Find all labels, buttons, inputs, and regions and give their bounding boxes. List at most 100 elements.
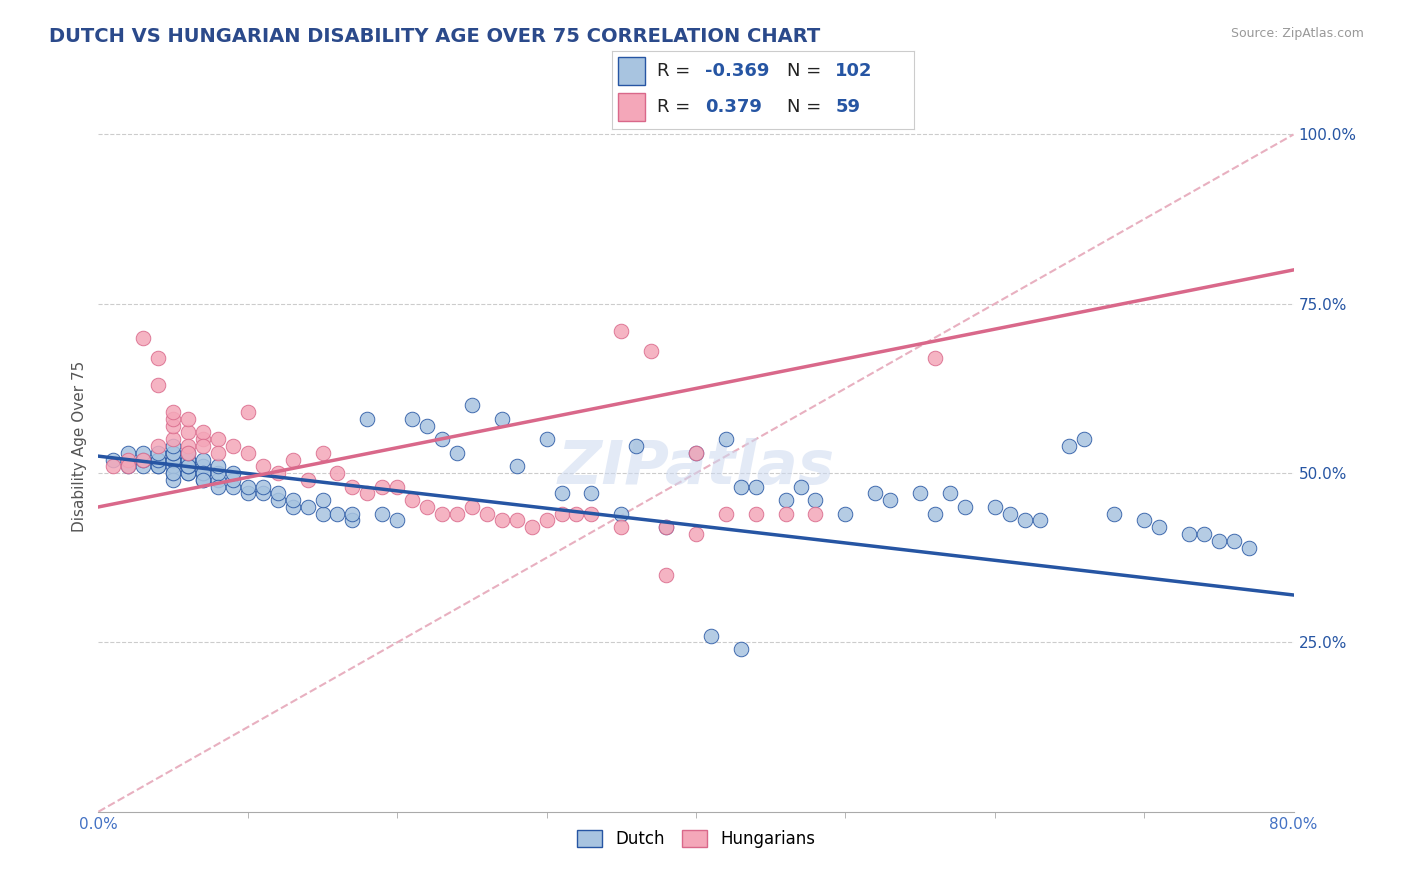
Point	[148, 351, 170, 365]
Point	[103, 459, 125, 474]
Point	[879, 493, 901, 508]
Point	[953, 500, 976, 514]
Point	[550, 486, 572, 500]
Point	[162, 452, 184, 467]
Point	[162, 446, 184, 460]
Point	[385, 514, 409, 528]
Point	[162, 459, 184, 474]
Point	[714, 507, 737, 521]
Point	[342, 514, 364, 528]
Point	[1192, 527, 1215, 541]
Point	[342, 507, 364, 521]
Text: 0.379: 0.379	[706, 98, 762, 116]
Point	[132, 331, 155, 345]
Point	[356, 486, 378, 500]
Point	[685, 527, 707, 541]
Point	[177, 425, 200, 440]
Point	[222, 480, 245, 494]
Point	[520, 520, 543, 534]
Point	[222, 466, 245, 480]
Point	[461, 500, 484, 514]
Point	[132, 452, 155, 467]
Point	[745, 480, 768, 494]
Point	[162, 432, 184, 446]
Point	[117, 446, 139, 460]
Point	[177, 446, 200, 460]
Point	[311, 493, 333, 508]
Text: ZIPatlas: ZIPatlas	[557, 439, 835, 498]
Point	[236, 405, 259, 419]
Point	[789, 480, 811, 494]
Text: Source: ZipAtlas.com: Source: ZipAtlas.com	[1230, 27, 1364, 40]
Point	[148, 446, 170, 460]
Point	[430, 432, 453, 446]
Point	[430, 507, 453, 521]
Point	[834, 507, 856, 521]
Text: N =: N =	[787, 62, 827, 80]
Point	[565, 507, 588, 521]
Point	[700, 629, 723, 643]
Text: -0.369: -0.369	[706, 62, 769, 80]
Point	[148, 452, 170, 467]
Point	[326, 507, 349, 521]
Point	[908, 486, 931, 500]
Point	[804, 493, 827, 508]
Point	[581, 486, 603, 500]
Point	[714, 432, 737, 446]
Point	[1147, 520, 1170, 534]
Text: 102: 102	[835, 62, 873, 80]
Point	[252, 480, 274, 494]
Point	[610, 520, 633, 534]
Point	[191, 439, 214, 453]
Point	[117, 459, 139, 474]
Point	[148, 439, 170, 453]
Text: 59: 59	[835, 98, 860, 116]
Point	[1073, 432, 1095, 446]
Point	[924, 507, 946, 521]
Point	[297, 500, 319, 514]
Point	[371, 480, 394, 494]
Point	[371, 507, 394, 521]
Point	[939, 486, 962, 500]
Point	[610, 507, 633, 521]
Point	[132, 452, 155, 467]
Point	[236, 480, 259, 494]
Point	[281, 452, 304, 467]
Point	[655, 567, 678, 582]
Point	[177, 412, 200, 426]
Point	[191, 466, 214, 480]
Text: DUTCH VS HUNGARIAN DISABILITY AGE OVER 75 CORRELATION CHART: DUTCH VS HUNGARIAN DISABILITY AGE OVER 7…	[49, 27, 821, 45]
Point	[177, 439, 200, 453]
Point	[506, 459, 529, 474]
Point	[207, 459, 229, 474]
Point	[222, 473, 245, 487]
Point	[117, 452, 139, 467]
Point	[148, 459, 170, 474]
Point	[536, 514, 558, 528]
Point	[177, 459, 200, 474]
Point	[162, 473, 184, 487]
Point	[401, 412, 423, 426]
Point	[281, 493, 304, 508]
Point	[461, 398, 484, 412]
Point	[177, 459, 200, 474]
Point	[177, 446, 200, 460]
Point	[103, 452, 125, 467]
Point	[626, 439, 648, 453]
Point	[865, 486, 887, 500]
Point	[207, 446, 229, 460]
Point	[117, 459, 139, 474]
Point	[311, 507, 333, 521]
Text: N =: N =	[787, 98, 827, 116]
Point	[655, 520, 678, 534]
Point	[207, 473, 229, 487]
Point	[536, 432, 558, 446]
Point	[191, 459, 214, 474]
Point	[191, 473, 214, 487]
Legend: Dutch, Hungarians: Dutch, Hungarians	[571, 823, 821, 855]
Point	[730, 480, 752, 494]
Point	[177, 466, 200, 480]
Point	[222, 439, 245, 453]
Point	[1059, 439, 1081, 453]
Point	[148, 452, 170, 467]
